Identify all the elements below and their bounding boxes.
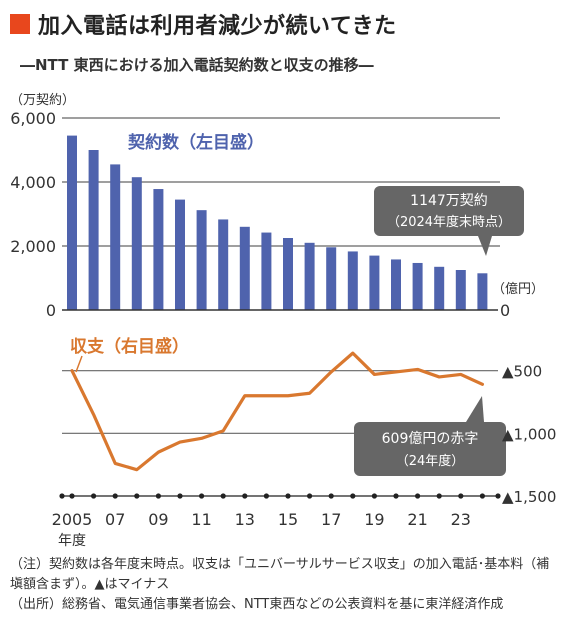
axis-dot (350, 493, 356, 499)
axis-dot (220, 493, 226, 499)
axis-dot (495, 493, 501, 499)
axis-dot (91, 493, 97, 499)
axis-dot (177, 493, 183, 499)
note-line: （出所）総務省、電気通信事業者協会、NTT東西などの公表資料を基に東洋経済作成 (10, 597, 504, 612)
bar (477, 273, 488, 310)
bar (239, 226, 250, 310)
line-y-tick-label: ▲1,500 (502, 488, 556, 506)
bar (67, 135, 77, 310)
bar (261, 232, 272, 310)
note-line: （注）契約数は各年度末時点。収支は「ユニバーサルサービス収支」の加入電話･基本料… (10, 557, 550, 572)
bar-y-tick-label: 6,000 (10, 109, 56, 128)
axis-dot (479, 493, 485, 499)
bar (369, 255, 380, 310)
chart-title: 加入電話は利用者減少が続いてきた (38, 14, 397, 39)
bar (304, 242, 315, 310)
bar-callout: 1147万契約 （2024年度末時点） (374, 186, 524, 256)
line-y-tick-label: ▲500 (502, 363, 542, 381)
line-y-tick-label: ▲1,000 (502, 425, 556, 443)
axis-dot (69, 493, 75, 499)
axis-dot (112, 493, 118, 499)
yen-unit-label: （億円） (492, 281, 544, 297)
axis-dot (436, 493, 442, 499)
axis-dot (155, 493, 161, 499)
axis-dot (263, 493, 269, 499)
axis-dot (393, 493, 399, 499)
bar (153, 189, 164, 310)
bar (391, 259, 401, 310)
axis-dot (307, 493, 313, 499)
bar (326, 247, 337, 310)
bar-series-label: 契約数（左目盛） (127, 132, 264, 153)
bar (455, 270, 466, 310)
x-axis-subtitle: 年度 (58, 533, 86, 549)
axis-dot (458, 493, 464, 499)
title-marker (10, 14, 30, 34)
axis-dot (371, 493, 377, 499)
bar (110, 164, 121, 310)
x-tick-label: 13 (235, 510, 255, 529)
line-callout-line1: 609億円の赤字 (382, 431, 479, 447)
line-series-label: 収支（右目盛） (70, 336, 189, 357)
line-callout-line2: （24年度） (396, 453, 465, 469)
x-tick-label: 11 (191, 510, 211, 529)
bar-y-tick-label: 4,000 (10, 173, 56, 192)
axis-dot (134, 493, 140, 499)
bar (175, 199, 185, 310)
x-tick-label: 07 (105, 510, 125, 529)
chart-subtitle: ―NTT 東西における加入電話契約数と収支の推移― (20, 56, 374, 74)
bar-callout-line2: （2024年度末時点） (387, 214, 511, 230)
line-label-leader (75, 355, 83, 373)
axis-dot (199, 493, 205, 499)
bar (347, 251, 358, 310)
revenue-line (70, 351, 484, 472)
x-tick-label: 09 (148, 510, 168, 529)
x-tick-label: 19 (364, 510, 384, 529)
bar-y-tick-label: 0 (46, 301, 56, 320)
axis-dot (242, 493, 248, 499)
bar (412, 262, 423, 310)
title-row: 加入電話は利用者減少が続いてきた (10, 8, 397, 40)
note-line: 塡額含まず）。▲はマイナス (10, 577, 170, 592)
bar (434, 266, 445, 310)
bar-right-zero-label: 0 (500, 301, 510, 320)
bar (88, 150, 99, 310)
bar-callout-line1: 1147万契約 (410, 193, 488, 209)
x-tick-label: 23 (451, 510, 471, 529)
footnotes: （注）契約数は各年度末時点。収支は「ユニバーサルサービス収支」の加入電話･基本料… (10, 555, 549, 615)
bar (283, 238, 293, 310)
bar-y-tick-label: 2,000 (10, 237, 56, 256)
bar (218, 219, 229, 310)
x-tick-label: 17 (321, 510, 341, 529)
axis-dot (415, 493, 421, 499)
x-tick-label: 15 (278, 510, 298, 529)
axis-dot (328, 493, 334, 499)
bar (131, 177, 142, 310)
bar-unit-label: （万契約） (10, 93, 75, 108)
x-tick-label: 2005 (52, 510, 93, 529)
bar (196, 210, 207, 310)
axis-dot (59, 493, 65, 499)
line-callout: 609億円の赤字 （24年度） (354, 396, 506, 476)
x-tick-label: 21 (407, 510, 427, 529)
axis-dot (285, 493, 291, 499)
